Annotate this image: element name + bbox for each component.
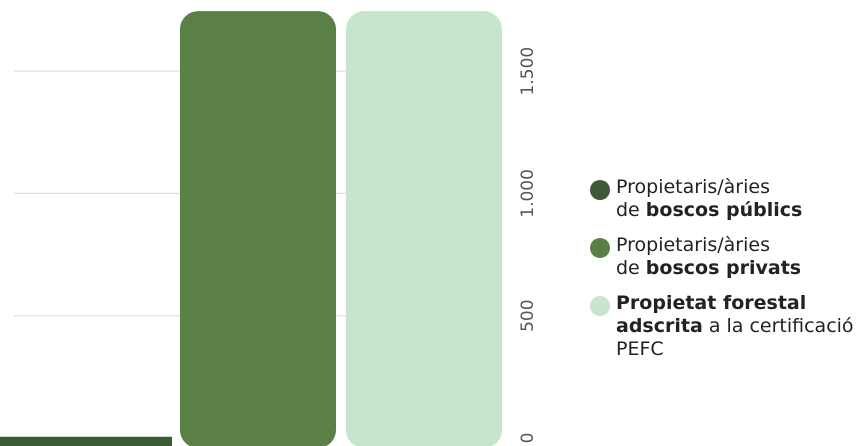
legend-label-public-bold: boscos públics (645, 199, 803, 221)
legend-label-private-line1: Propietaris/àries (616, 234, 770, 256)
y-tick-label-0: 0 (518, 433, 538, 444)
legend-label-certified: Propietat forestal adscrita a la certifi… (616, 292, 860, 361)
legend-item-public: Propietaris/àries de boscos públics (590, 176, 860, 222)
y-tick-label-1500: 1.500 (518, 47, 538, 96)
y-tick-label-1000: 1.000 (518, 169, 538, 218)
legend-swatch-private (590, 238, 610, 258)
legend-swatch-public (590, 180, 610, 200)
bar-private (180, 11, 336, 446)
legend-label-public-line1: Propietaris/àries (616, 176, 770, 198)
y-tick-label-500: 500 (518, 299, 538, 331)
bar-certified (346, 11, 502, 446)
bar-chart: 0 500 1.000 1.500 (0, 11, 538, 446)
legend-label-public: Propietaris/àries de boscos públics (616, 176, 802, 222)
legend-label-private-pre: de (616, 257, 646, 279)
legend-label-certified-bold: adscrita (616, 315, 703, 337)
legend-label-private-bold: boscos privats (645, 257, 802, 279)
chart-area: 0 500 1.000 1.500 (0, 11, 538, 446)
legend-item-certified: Propietat forestal adscrita a la certifi… (590, 292, 860, 361)
legend-label-public-pre: de (616, 199, 646, 221)
legend-label-private: Propietaris/àries de boscos privats (616, 234, 801, 280)
legend: Propietaris/àries de boscos públics Prop… (590, 176, 860, 373)
legend-label-certified-post: a la certificació PEFC (616, 315, 854, 360)
legend-label-certified-line1: Propietat forestal (616, 292, 807, 314)
legend-swatch-certified (590, 296, 610, 316)
bar-public (0, 436, 172, 446)
legend-item-private: Propietaris/àries de boscos privats (590, 234, 860, 280)
